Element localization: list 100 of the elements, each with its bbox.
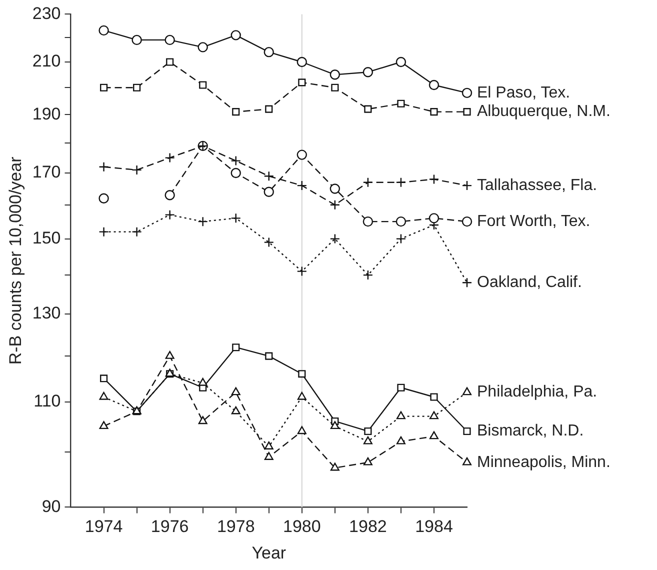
point bbox=[396, 234, 406, 244]
y-tick-label: 210 bbox=[32, 52, 61, 71]
series-label: Albuquerque, N.M. bbox=[477, 103, 610, 120]
point bbox=[296, 150, 307, 160]
point bbox=[362, 216, 374, 227]
point bbox=[298, 78, 306, 86]
series-label: Fort Worth, Tex. bbox=[477, 212, 590, 230]
point bbox=[198, 42, 208, 52]
point bbox=[428, 213, 440, 224]
series-label: Oakland, Calif. bbox=[477, 274, 582, 292]
point bbox=[363, 457, 372, 466]
point bbox=[462, 88, 472, 98]
point bbox=[198, 416, 208, 424]
x-tick-label: 1978 bbox=[216, 517, 255, 536]
x-axis-title: Year bbox=[252, 543, 286, 562]
point bbox=[100, 84, 108, 92]
point bbox=[164, 34, 175, 46]
point bbox=[362, 177, 374, 188]
point bbox=[396, 177, 406, 188]
point bbox=[331, 84, 339, 92]
point bbox=[230, 30, 241, 40]
point bbox=[100, 374, 108, 382]
point bbox=[264, 171, 274, 182]
point bbox=[330, 421, 340, 430]
point bbox=[99, 392, 108, 400]
series-label: El Paso, Tex. bbox=[477, 84, 570, 102]
point bbox=[364, 105, 372, 113]
point bbox=[298, 370, 306, 378]
point bbox=[98, 226, 109, 237]
point bbox=[462, 180, 472, 191]
point bbox=[330, 200, 340, 210]
point bbox=[397, 100, 405, 108]
point bbox=[99, 421, 108, 430]
point bbox=[232, 108, 240, 116]
point bbox=[132, 34, 142, 46]
point bbox=[264, 452, 274, 460]
point bbox=[396, 411, 406, 420]
point bbox=[264, 237, 274, 248]
point bbox=[396, 56, 406, 68]
x-tick-label: 1982 bbox=[349, 517, 387, 536]
point bbox=[98, 193, 109, 204]
y-tick-label: 170 bbox=[32, 162, 61, 182]
x-tick-label: 1984 bbox=[415, 517, 453, 536]
point bbox=[230, 156, 241, 166]
point bbox=[98, 25, 109, 36]
point bbox=[264, 46, 274, 58]
series-label: Minneapolis, Minn. bbox=[477, 454, 610, 471]
point bbox=[166, 58, 174, 66]
point bbox=[264, 186, 274, 198]
point bbox=[231, 406, 240, 414]
point bbox=[164, 210, 175, 220]
point bbox=[397, 384, 405, 392]
point bbox=[364, 427, 372, 436]
point bbox=[363, 436, 372, 444]
point bbox=[232, 344, 240, 352]
point bbox=[132, 164, 142, 176]
point bbox=[230, 168, 241, 178]
point bbox=[297, 426, 306, 434]
point bbox=[296, 56, 307, 68]
point bbox=[164, 152, 175, 163]
point bbox=[430, 393, 438, 401]
y-axis-title: R-B counts per 10,000/year bbox=[6, 156, 25, 365]
point bbox=[330, 70, 340, 80]
y-tick-label: 130 bbox=[32, 304, 61, 323]
y-tick-label: 230 bbox=[32, 4, 61, 23]
point bbox=[430, 108, 438, 116]
y-tick-label: 90 bbox=[42, 496, 61, 516]
point bbox=[165, 350, 174, 359]
point bbox=[396, 436, 406, 444]
point bbox=[462, 216, 472, 227]
point bbox=[132, 226, 142, 237]
point bbox=[230, 213, 241, 224]
point bbox=[362, 270, 374, 280]
point bbox=[330, 184, 340, 194]
series-label: Philadelphia, Pa. bbox=[477, 384, 598, 401]
point bbox=[198, 378, 208, 386]
point bbox=[199, 81, 207, 89]
point bbox=[265, 105, 273, 113]
point bbox=[463, 108, 471, 116]
point bbox=[231, 387, 240, 396]
point bbox=[265, 352, 273, 360]
point bbox=[264, 442, 274, 450]
point bbox=[297, 392, 306, 400]
point bbox=[462, 457, 472, 466]
y-tick-label: 190 bbox=[32, 104, 61, 124]
point bbox=[296, 266, 307, 276]
point bbox=[362, 67, 374, 78]
point bbox=[296, 180, 307, 191]
point bbox=[428, 80, 440, 90]
series-label: Bismarck, N.D. bbox=[477, 422, 584, 440]
point bbox=[330, 234, 340, 244]
point bbox=[463, 427, 471, 436]
point bbox=[98, 162, 109, 172]
point bbox=[198, 216, 208, 227]
point bbox=[428, 174, 440, 184]
point bbox=[429, 431, 438, 440]
y-tick-label: 110 bbox=[34, 391, 61, 410]
point bbox=[462, 387, 472, 396]
point bbox=[330, 462, 340, 471]
point bbox=[462, 278, 472, 288]
